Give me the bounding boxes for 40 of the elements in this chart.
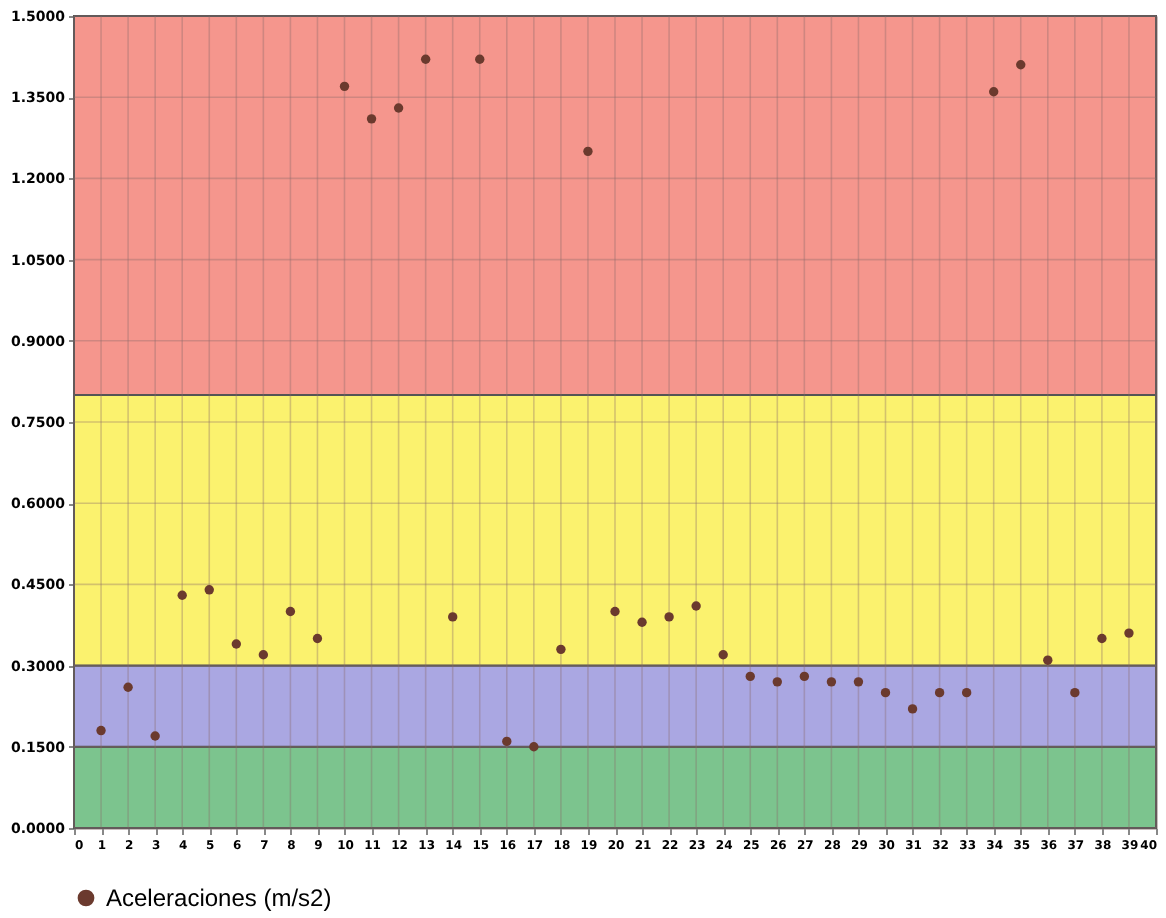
point — [1124, 628, 1134, 638]
point — [961, 687, 972, 698]
point — [826, 677, 837, 687]
point — [880, 687, 891, 698]
point — [989, 87, 999, 97]
point — [420, 54, 431, 64]
point — [312, 633, 323, 644]
point — [285, 606, 296, 617]
point — [339, 81, 350, 92]
point — [610, 606, 620, 617]
point — [231, 639, 241, 649]
point — [258, 650, 269, 660]
point — [150, 731, 160, 741]
point — [637, 617, 647, 627]
point — [556, 644, 566, 655]
point — [448, 612, 458, 622]
point — [853, 677, 864, 687]
point — [1097, 633, 1107, 644]
point — [123, 682, 133, 692]
legend-label: Aceleraciones (m/s2) — [106, 884, 332, 912]
point — [1070, 687, 1080, 698]
point — [1043, 655, 1053, 665]
point — [799, 671, 810, 682]
point — [934, 687, 945, 698]
point — [177, 590, 187, 600]
point — [393, 103, 404, 113]
point — [1016, 60, 1026, 70]
point — [96, 725, 106, 736]
point — [691, 601, 701, 611]
point — [745, 671, 755, 682]
point — [664, 612, 674, 622]
point — [366, 114, 377, 124]
point — [907, 704, 918, 714]
point — [204, 585, 214, 595]
point — [529, 742, 539, 752]
point — [475, 54, 485, 64]
point — [583, 146, 593, 157]
point — [772, 677, 782, 687]
point — [502, 736, 512, 747]
point — [718, 650, 728, 660]
